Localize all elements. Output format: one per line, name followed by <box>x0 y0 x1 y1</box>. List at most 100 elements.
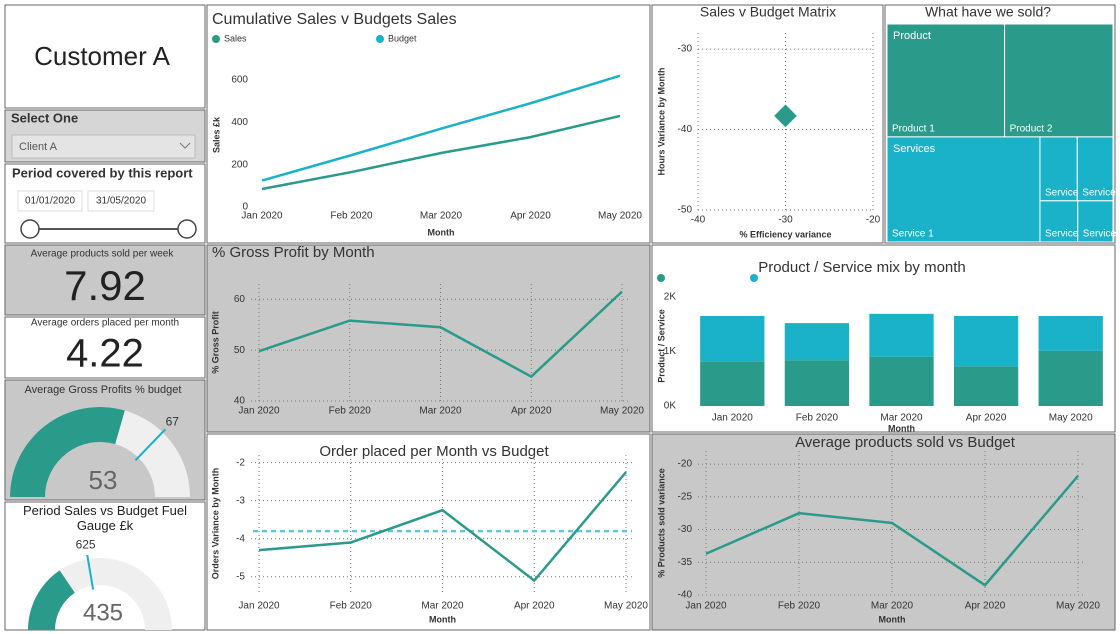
line-series <box>261 74 621 182</box>
x-tick-label: -20 <box>866 215 881 226</box>
gauge-value: 53 <box>89 465 118 495</box>
customer-title: Customer A <box>34 41 170 71</box>
x-tick-label: May 2020 <box>598 211 642 222</box>
x-tick-label: Mar 2020 <box>880 413 923 424</box>
y-tick-label: 50 <box>234 345 246 356</box>
y-tick-label: 0K <box>664 401 677 412</box>
y-axis-label: Sales £k <box>211 116 221 153</box>
y-tick-label: 0 <box>242 202 248 213</box>
y-tick-label: 200 <box>231 159 248 170</box>
x-tick-label: May 2020 <box>604 601 648 612</box>
dropdown-value[interactable]: Client A <box>19 141 58 153</box>
bar-segment <box>953 316 1019 367</box>
x-tick-label: Feb 2020 <box>330 211 373 222</box>
y-tick-label: -25 <box>678 491 693 502</box>
card-panel <box>4 244 206 316</box>
chart-panel <box>206 4 651 244</box>
x-tick-label: May 2020 <box>600 406 644 417</box>
treemap-cell <box>1039 200 1079 243</box>
legend-label: Sales <box>224 33 247 43</box>
y-axis-label: % Gross Profit <box>210 311 220 374</box>
period-label: Period covered by this report <box>12 165 193 180</box>
x-axis-label: Month <box>879 614 906 624</box>
x-tick-label: Feb 2020 <box>329 406 372 417</box>
chart-panel <box>651 4 884 244</box>
gauge-fill <box>10 407 125 497</box>
card-value: 7.92 <box>64 262 146 309</box>
bar-segment <box>700 316 765 362</box>
legend-marker <box>750 274 758 282</box>
chart-title: Order placed per Month vs Budget <box>319 443 549 460</box>
start-date[interactable]: 01/01/2020 <box>25 196 75 207</box>
x-tick-label: Feb 2020 <box>778 601 821 612</box>
x-tick-label: Jan 2020 <box>685 601 727 612</box>
slider-handle-end[interactable] <box>177 219 197 239</box>
chart-title: % Gross Profit by Month <box>212 244 375 261</box>
y-tick-label: -40 <box>678 590 693 601</box>
treemap-item-label: Service 1 <box>892 229 934 240</box>
bar-segment <box>1038 316 1103 351</box>
y-tick-label: -30 <box>678 44 693 55</box>
chart-title: What have we sold? <box>925 4 1051 20</box>
treemap-cell <box>1077 200 1114 243</box>
line-series <box>261 114 621 191</box>
x-tick-label: -40 <box>691 215 706 226</box>
legend-marker <box>212 35 220 43</box>
bar-segment <box>869 313 934 357</box>
dropdown-chevron[interactable] <box>179 142 191 149</box>
treemap-item-label: Service 3 <box>1082 187 1120 198</box>
chart-title: Cumulative Sales v Budgets Sales <box>212 11 457 28</box>
end-date[interactable]: 31/05/2020 <box>96 196 146 207</box>
bar-segment <box>1038 350 1103 406</box>
chart-title: Product / Service mix by month <box>758 259 966 276</box>
x-tick-label: Apr 2020 <box>966 413 1007 424</box>
scatter-point <box>774 104 797 128</box>
header-panel <box>4 4 206 109</box>
x-tick-label: Jan 2020 <box>238 601 280 612</box>
card-label: Average products sold per week <box>31 249 175 260</box>
x-axis-label: Month <box>888 423 915 433</box>
gauge-target <box>134 428 167 462</box>
dropdown[interactable] <box>11 134 196 159</box>
gauge-target-label: 625 <box>76 537 96 551</box>
gauge-value: 435 <box>83 599 123 626</box>
y-tick-label: 400 <box>231 117 248 128</box>
treemap-cell <box>1076 136 1114 202</box>
x-tick-label: May 2020 <box>1056 601 1100 612</box>
x-tick-label: -30 <box>778 215 793 226</box>
bar-segment <box>953 366 1019 406</box>
line-series <box>705 475 1079 587</box>
y-tick-label: -40 <box>678 124 693 135</box>
x-tick-label: Mar 2020 <box>421 601 464 612</box>
treemap-cell <box>886 136 1041 243</box>
treemap-cell <box>1039 136 1078 202</box>
start-date-box[interactable] <box>17 190 83 212</box>
bar-segment <box>700 361 765 406</box>
y-tick-label: -3 <box>236 495 245 506</box>
x-axis-label: Month <box>428 227 455 237</box>
x-tick-label: Mar 2020 <box>871 601 914 612</box>
x-tick-label: Apr 2020 <box>514 601 555 612</box>
bar-segment <box>784 323 850 361</box>
slider-handle-start[interactable] <box>20 219 40 239</box>
bar-segment <box>784 360 850 406</box>
x-tick-label: Jan 2020 <box>241 211 283 222</box>
y-tick-label: 60 <box>234 294 246 305</box>
x-tick-label: Mar 2020 <box>419 406 462 417</box>
x-tick-label: Apr 2020 <box>965 601 1006 612</box>
line-series <box>258 290 623 379</box>
end-date-box[interactable] <box>87 190 155 212</box>
y-tick-label: 1K <box>664 346 677 357</box>
y-tick-label: -35 <box>678 557 693 568</box>
gauge-title: Average Gross Profits % budget <box>25 384 182 396</box>
y-axis-label: Orders Variance by Month <box>210 468 220 580</box>
gauge-fill <box>28 570 75 630</box>
chart-title: Average products sold vs Budget <box>795 434 1016 451</box>
y-axis-label: Product / Service <box>656 309 666 383</box>
chart-panel <box>651 433 1116 631</box>
y-axis-label: Hours Variance by Month <box>656 67 666 175</box>
legend-label: Budget <box>388 33 417 43</box>
treemap-item-label: Service 2 <box>1045 187 1087 198</box>
legend-marker <box>657 274 665 282</box>
